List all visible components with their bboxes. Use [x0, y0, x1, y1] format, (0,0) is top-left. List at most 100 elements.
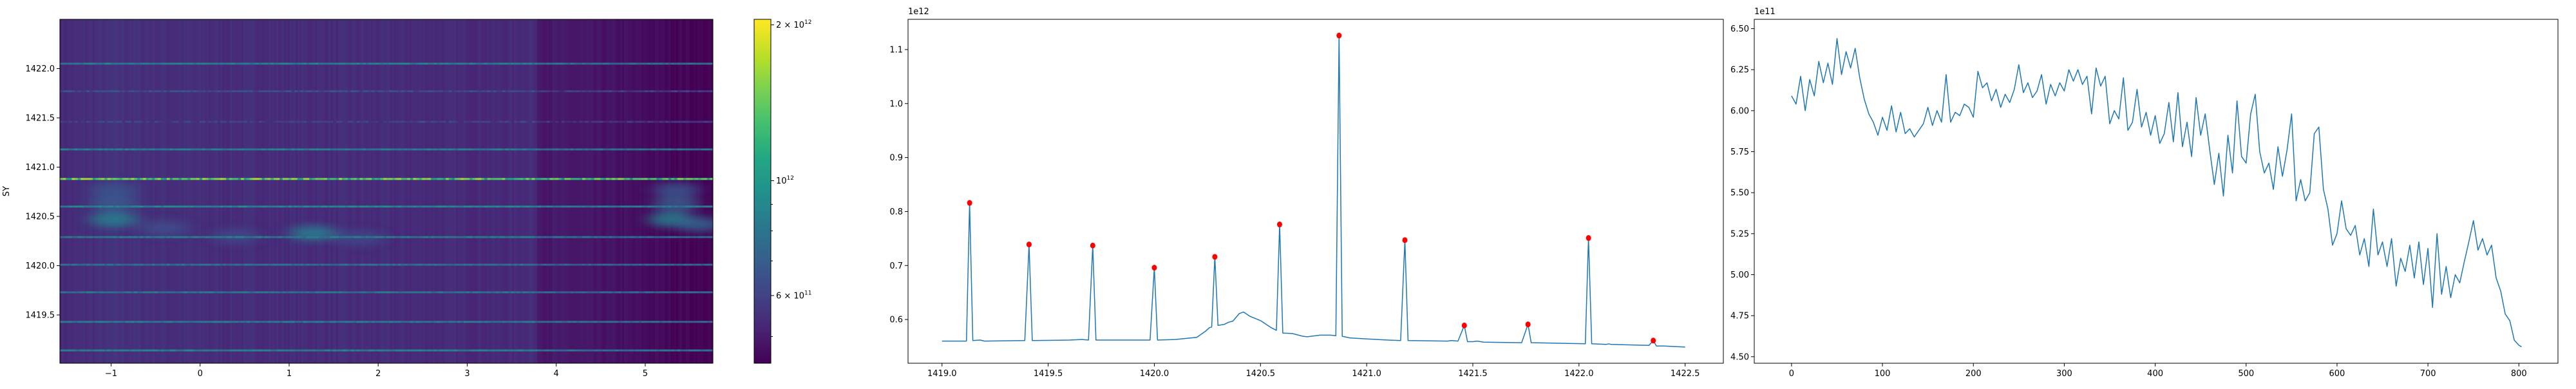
heatmap-bright-row-segment	[187, 263, 191, 266]
heatmap-bright-row-segment	[125, 236, 129, 238]
heatmap-bright-row-segment	[603, 291, 607, 294]
heatmap-bright-row-segment	[252, 236, 256, 238]
heatmap-bright-row-segment	[386, 62, 390, 65]
heatmap-bright-row-segment	[380, 148, 384, 151]
heatmap-bright-row-segment	[77, 205, 81, 208]
heatmap-bright-row-segment	[641, 236, 645, 238]
heatmap-bright-row-segment	[395, 178, 399, 180]
heatmap-bright-row-segment	[507, 236, 511, 238]
heatmap-bright-row-segment	[455, 120, 459, 123]
heatmap-bright-row-segment	[178, 236, 182, 238]
heatmap-bright-row-segment	[677, 148, 681, 151]
heatmap-bright-row-segment	[695, 120, 699, 123]
heatmap-bright-row-segment	[553, 120, 556, 123]
heatmap-bright-row-segment	[535, 178, 538, 180]
colorbar-gradient-step	[754, 332, 771, 335]
heatmap-bright-row-segment	[279, 90, 283, 93]
heatmap-bright-row-segment	[270, 62, 274, 65]
heatmap-bright-row-segment	[422, 263, 426, 266]
heatmap-bright-row-segment	[389, 291, 393, 294]
heatmap-bright-row-segment	[422, 349, 426, 352]
heatmap-bright-row-segment	[312, 120, 316, 123]
heatmap-bright-row-segment	[451, 205, 455, 208]
heatmap-column	[218, 19, 221, 363]
heatmap-bright-row-segment	[98, 205, 102, 208]
heatmap-bright-row-segment	[677, 263, 681, 266]
heatmap-bright-row-segment	[95, 90, 99, 93]
heatmap-bright-row-segment	[377, 62, 381, 65]
heatmap-bright-row-segment	[175, 62, 179, 65]
heatmap-bright-row-segment	[288, 205, 292, 208]
heatmap-bright-row-segment	[380, 178, 384, 180]
heatmap-bright-row-segment	[110, 349, 114, 352]
heatmap-ylabel: SY	[2, 186, 12, 196]
heatmap-bright-row-segment	[609, 178, 612, 180]
heatmap-bright-row-segment	[697, 205, 701, 208]
heatmap-bright-row-segment	[531, 236, 535, 238]
heatmap-bright-row-segment	[520, 349, 524, 352]
heatmap-bright-row-segment	[205, 205, 209, 208]
heatmap-bright-row-segment	[119, 148, 123, 151]
heatmap-bright-row-segment	[169, 321, 173, 323]
heatmap-bright-row-segment	[181, 148, 185, 151]
heatmap-bright-row-segment	[475, 205, 479, 208]
heatmap-bright-row-segment	[184, 120, 188, 123]
heatmap-column	[469, 19, 472, 363]
heatmap-bright-row-segment	[350, 90, 354, 93]
heatmap-bright-row-segment	[317, 236, 321, 238]
heatmap-bright-row-segment	[359, 205, 363, 208]
heatmap-bright-row-segment	[282, 90, 286, 93]
heatmap-bright-row-segment	[66, 178, 70, 180]
heatmap-bright-row-segment	[256, 205, 260, 208]
heatmap-bright-row-segment	[573, 62, 577, 65]
heatmap-bright-row-segment	[101, 178, 105, 180]
heatmap-bright-row-segment	[505, 178, 509, 180]
heatmap-column	[328, 19, 331, 363]
heatmap-bright-row-segment	[555, 236, 559, 238]
heatmap-bright-row-segment	[178, 90, 182, 93]
heatmap-bright-row-segment	[309, 321, 313, 323]
heatmap-bright-row-segment	[636, 321, 639, 323]
heatmap-bright-row-segment	[151, 205, 155, 208]
heatmap-column	[421, 19, 424, 363]
heatmap-column	[487, 19, 489, 363]
heatmap-bright-row-segment	[131, 236, 135, 238]
heatmap-bright-row-segment	[446, 263, 450, 266]
heatmap-bright-row-segment	[531, 178, 535, 180]
heatmap-bright-row-segment	[439, 349, 443, 352]
heatmap-bright-row-segment	[668, 349, 672, 352]
heatmap-bright-row-segment	[621, 236, 625, 238]
colorbar-gradient-step	[754, 69, 771, 71]
heatmap-bright-row-segment	[641, 120, 645, 123]
heatmap-bright-row-segment	[294, 263, 298, 266]
heatmap-bright-row-segment	[383, 205, 387, 208]
heatmap-bright-row-segment	[401, 263, 405, 266]
heatmap-bright-row-segment	[220, 236, 223, 238]
heatmap-bright-row-segment	[83, 148, 87, 151]
heatmap-bright-row-segment	[419, 236, 422, 238]
heatmap-bright-row-segment	[475, 321, 479, 323]
heatmap-bright-row-segment	[80, 90, 84, 93]
heatmap-bright-row-segment	[579, 62, 583, 65]
heatmap-column	[551, 19, 553, 363]
heatmap-bright-row-segment	[66, 236, 70, 238]
heatmap-bright-row-segment	[371, 205, 375, 208]
heatmap-bright-row-segment	[143, 120, 147, 123]
heatmap-bright-row-segment	[701, 205, 705, 208]
heatmap-column	[325, 19, 327, 363]
heatmap-bright-row-segment	[317, 321, 321, 323]
heatmap-bright-row-segment	[404, 148, 408, 151]
heatmap-column	[189, 19, 192, 363]
heatmap-bright-row-segment	[324, 148, 328, 151]
heatmap-bright-row-segment	[143, 62, 147, 65]
heatmap-bright-row-segment	[80, 120, 84, 123]
heatmap-bright-row-segment	[419, 205, 422, 208]
heatmap-column	[222, 19, 225, 363]
heatmap-bright-row-segment	[558, 349, 562, 352]
heatmap-bright-row-segment	[431, 205, 435, 208]
colorbar-gradient-step	[754, 26, 771, 28]
heatmap-bright-row-segment	[529, 236, 533, 238]
heatmap-bright-row-segment	[229, 291, 232, 294]
timeseries-xtick-label: 600	[2329, 369, 2345, 379]
heatmap-bright-row-segment	[383, 120, 387, 123]
